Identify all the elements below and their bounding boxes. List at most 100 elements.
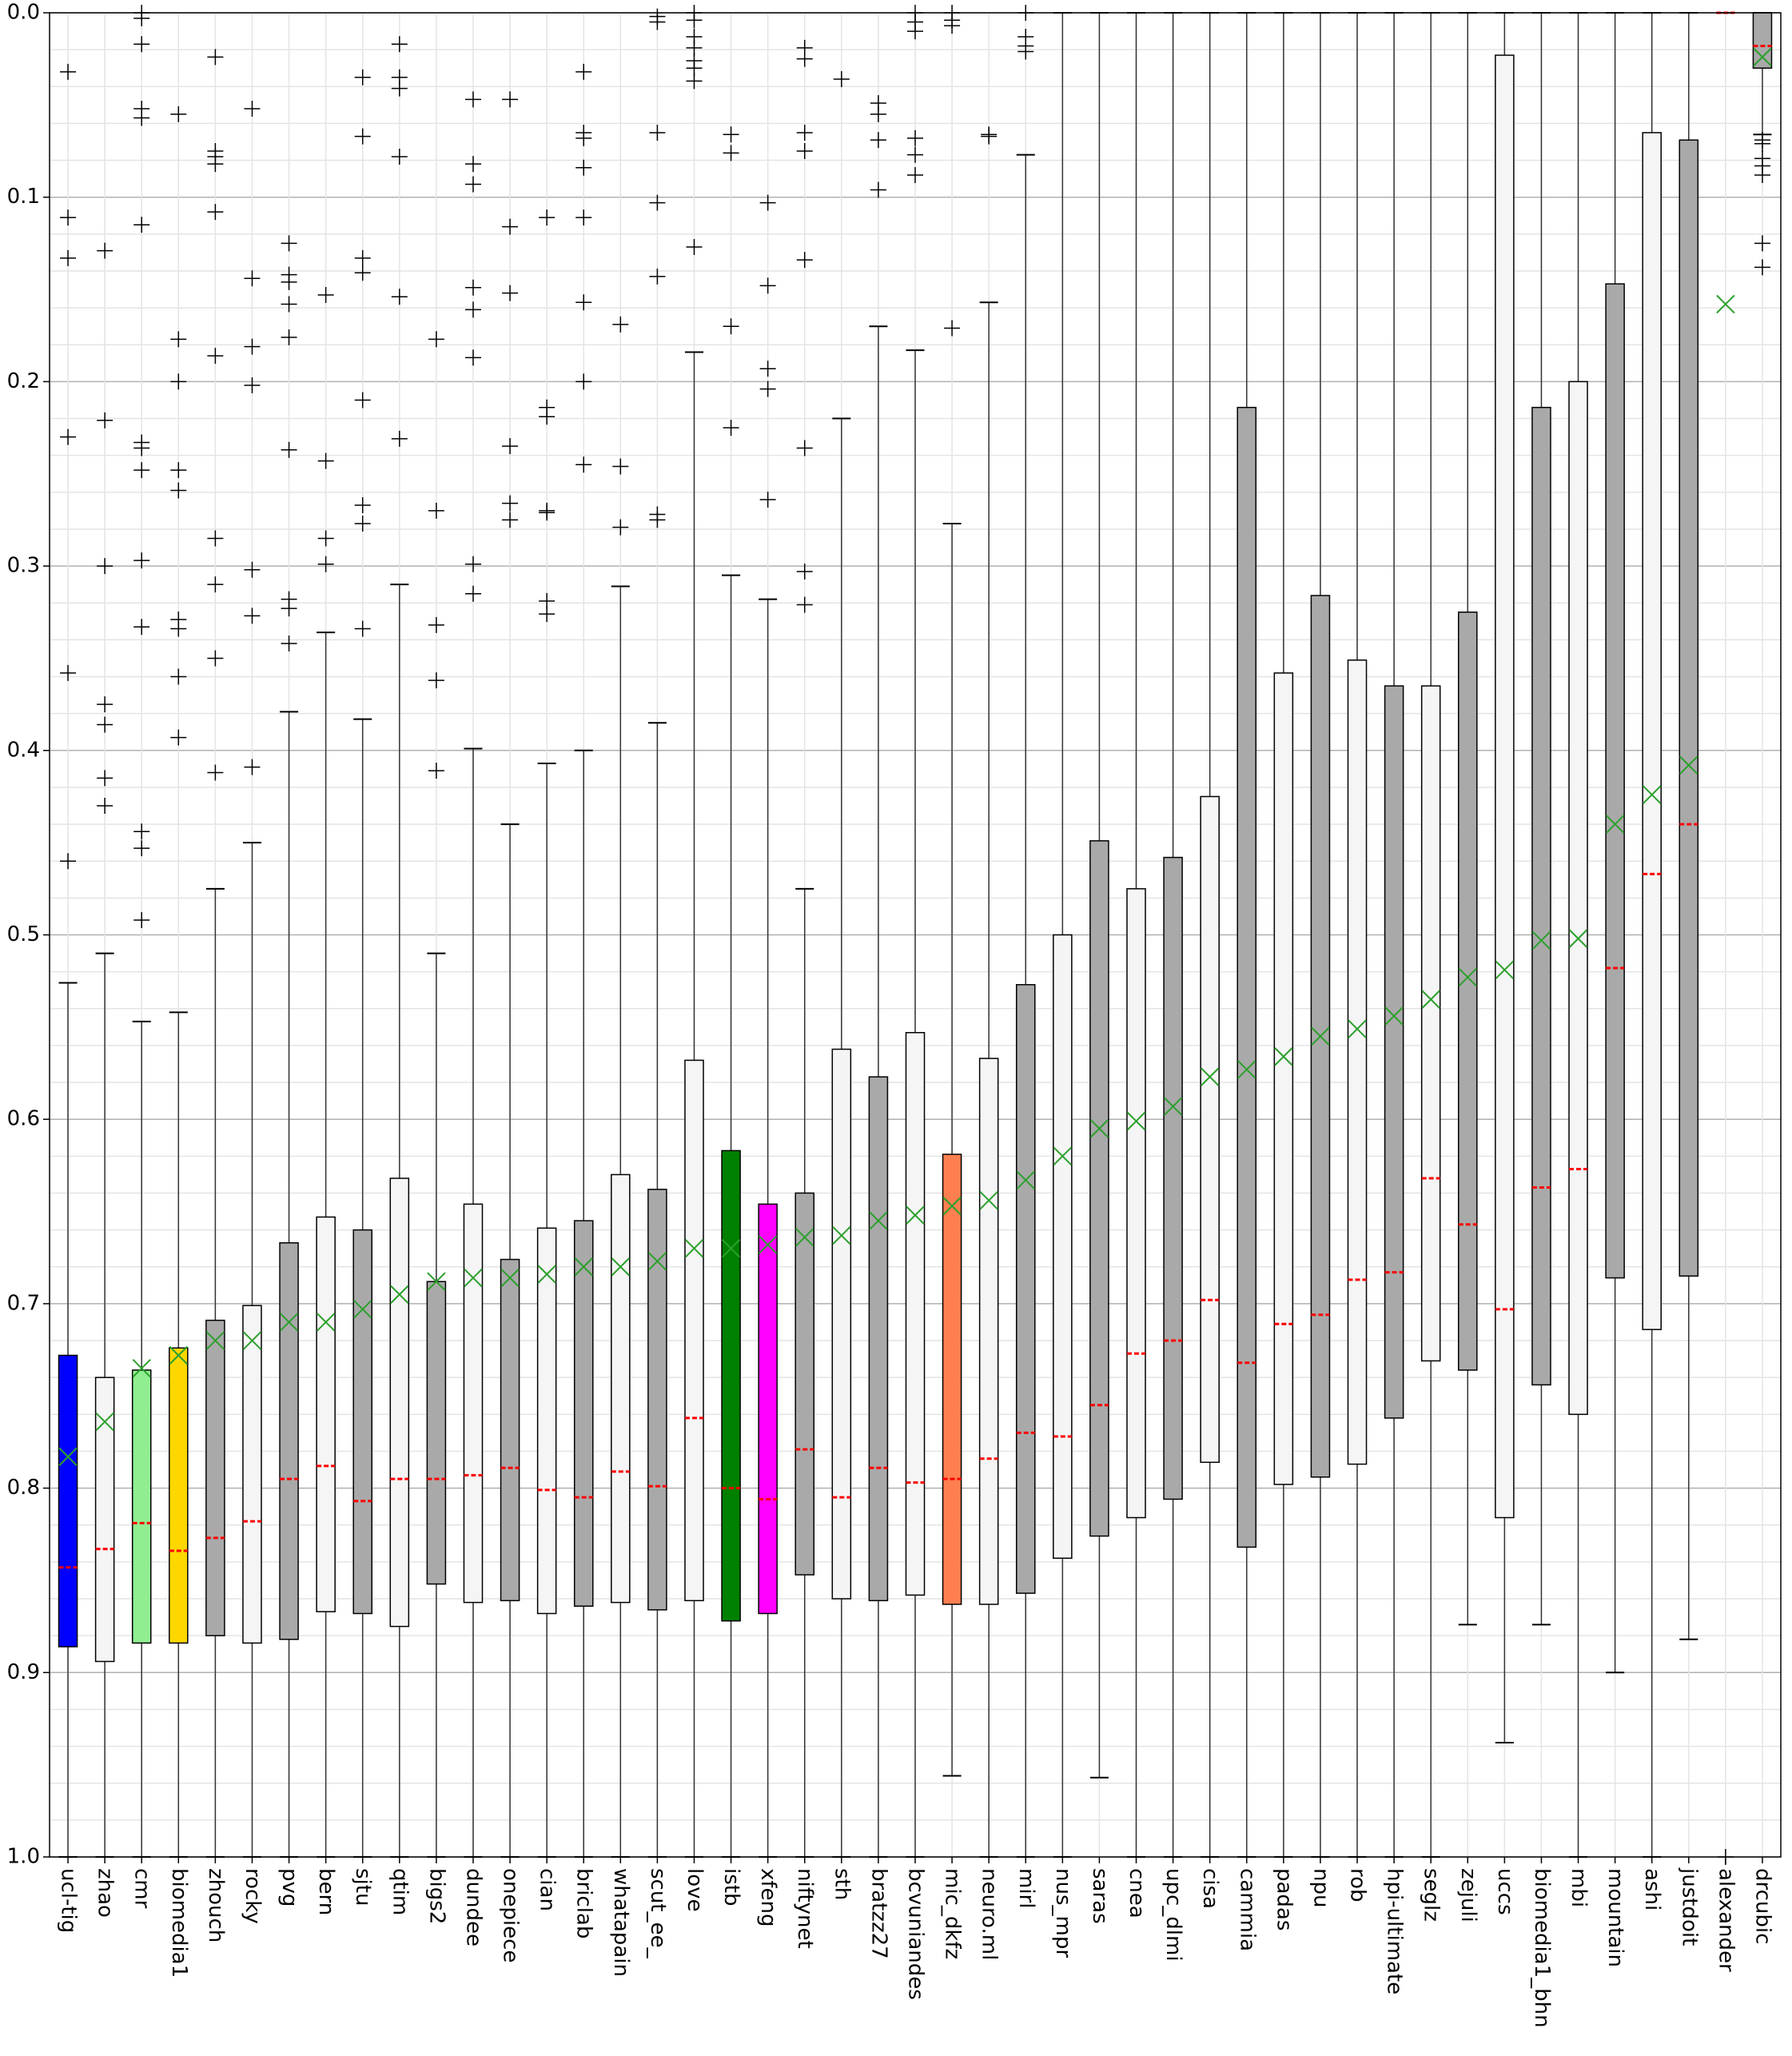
box [205, 1319, 225, 1636]
mean-marker [979, 1191, 998, 1210]
x-tick-label: biomedia1_bhn [1530, 1868, 1554, 2028]
box [1752, 12, 1773, 69]
x-tick-label: istb [719, 1868, 743, 1906]
y-tick-label: 0.6 [7, 1107, 40, 1131]
box [463, 1203, 484, 1604]
outlier [464, 585, 481, 602]
x-tick-label: zejuli [1456, 1868, 1480, 1923]
mean-marker [1126, 1111, 1146, 1131]
outlier [686, 12, 703, 29]
outlier [60, 63, 77, 80]
box [1053, 934, 1073, 1560]
mean-marker [1716, 294, 1735, 314]
outlier [796, 252, 813, 269]
box [794, 1192, 815, 1576]
outlier [354, 249, 371, 266]
box [831, 1048, 852, 1600]
outlier [539, 504, 556, 521]
outlier [391, 430, 408, 447]
mean-marker [1458, 967, 1477, 987]
box [1200, 795, 1220, 1464]
box [1015, 984, 1036, 1594]
outlier [759, 194, 776, 211]
box [868, 1076, 889, 1602]
outlier [612, 458, 629, 475]
box [131, 1369, 152, 1644]
x-tick-label: upc_dlmi [1161, 1868, 1185, 1962]
outlier [281, 296, 297, 313]
outlier [207, 576, 224, 593]
outlier [649, 268, 666, 285]
mean-marker [353, 1300, 372, 1319]
x-tick-label: bigs2 [424, 1868, 448, 1924]
outlier [170, 106, 187, 122]
outlier [539, 408, 556, 425]
outlier [133, 912, 150, 929]
outlier [907, 146, 923, 163]
mean-marker [279, 1313, 299, 1332]
box [58, 1354, 78, 1648]
outlier [133, 440, 150, 456]
outlier [575, 63, 592, 80]
box [1458, 612, 1478, 1371]
box [169, 1347, 189, 1644]
box [1236, 406, 1257, 1548]
outlier [575, 456, 592, 473]
outlier [391, 289, 408, 305]
outlier [244, 100, 261, 117]
outlier [575, 294, 592, 311]
y-tick-label: 0.8 [7, 1476, 40, 1500]
outlier [97, 558, 113, 575]
outlier [464, 301, 481, 318]
x-tick-label: bern [314, 1868, 338, 1915]
outlier [539, 606, 556, 623]
x-tick-label: hpi-ultimate [1383, 1868, 1407, 1994]
outlier [981, 128, 998, 145]
x-tick-label: biomedia1 [167, 1868, 191, 1978]
outlier [133, 619, 150, 636]
outlier [354, 128, 371, 145]
outlier [907, 129, 923, 146]
x-tick-label: ucl-tig [57, 1868, 81, 1933]
outlier [796, 124, 813, 141]
outlier [97, 242, 113, 259]
x-tick-label: mirl [1014, 1868, 1038, 1908]
outlier [759, 361, 776, 377]
outlier [317, 530, 334, 547]
x-tick-label: rob [1346, 1868, 1370, 1903]
mean-marker [1421, 990, 1440, 1009]
mean-marker [1679, 755, 1698, 775]
mean-marker [316, 1313, 336, 1332]
x-tick-label: uccs [1493, 1868, 1517, 1915]
outlier [723, 318, 739, 335]
mean-marker [95, 1412, 114, 1432]
outlier [244, 270, 261, 287]
outlier [97, 716, 113, 733]
outlier [207, 530, 224, 547]
outlier [649, 14, 666, 30]
mean-marker [537, 1265, 556, 1284]
y-tick-label: 0.0 [7, 1, 40, 25]
outlier [612, 519, 629, 536]
x-tick-label: onepiece [499, 1868, 523, 1962]
outlier [464, 176, 481, 193]
x-tick-label: scut_ee_ [646, 1868, 670, 1959]
outlier [281, 329, 297, 346]
x-tick-label: cmr [130, 1868, 154, 1909]
x-tick-label: justdoit [1677, 1867, 1701, 1946]
mean-marker [1348, 1019, 1367, 1038]
outlier [281, 600, 297, 617]
plot-frame [49, 12, 1782, 1858]
x-tick-label: saras [1088, 1868, 1112, 1924]
mean-marker [1642, 785, 1662, 804]
box [1495, 54, 1515, 1519]
x-tick-label: xfeng [756, 1868, 780, 1927]
box [721, 1150, 741, 1622]
outlier [207, 650, 224, 667]
mean-marker [1200, 1067, 1220, 1086]
outlier [244, 759, 261, 775]
x-tick-label: alexander [1714, 1868, 1738, 1972]
outlier [759, 492, 776, 508]
mean-marker [58, 1447, 78, 1467]
